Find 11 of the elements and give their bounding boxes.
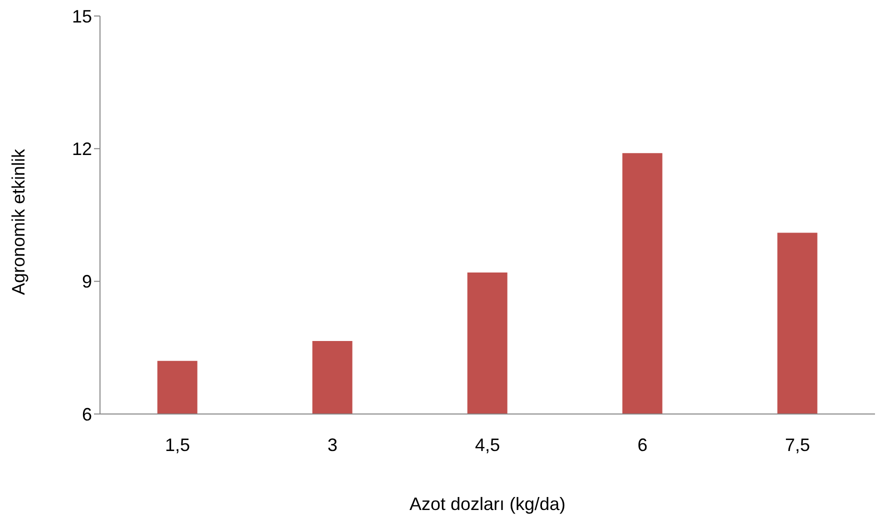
y-tick-label: 15 [72, 6, 92, 26]
x-tick-label: 6 [637, 434, 648, 455]
x-tick-label: 3 [327, 434, 338, 455]
x-tick-label: 4,5 [474, 434, 500, 455]
y-tick-label: 6 [82, 404, 92, 424]
y-tick-label: 9 [82, 272, 92, 292]
x-axis-title: Azot dozları (kg/da) [409, 494, 566, 514]
y-axis-title: Agronomik etkinlik [8, 148, 28, 295]
y-tick-label: 12 [72, 139, 92, 160]
x-tick-label: 1,5 [164, 434, 190, 455]
x-tick-label: 7,5 [784, 434, 810, 455]
